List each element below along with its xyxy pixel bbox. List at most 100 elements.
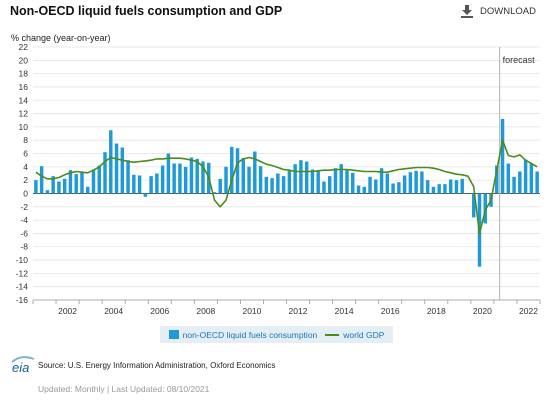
bar [368, 176, 372, 194]
legend: non-OECD liquid fuels consumption world … [160, 326, 393, 343]
svg-text:eia: eia [12, 360, 29, 375]
bar [224, 166, 228, 194]
chart-title: Non-OECD liquid fuels consumption and GD… [10, 4, 283, 18]
y-tick-label: 2 [23, 175, 28, 185]
bar [345, 170, 349, 194]
y-tick-label: -6 [20, 228, 28, 238]
bar [270, 178, 274, 194]
download-button[interactable]: DOWNLOAD [460, 4, 536, 18]
bar [351, 172, 355, 194]
x-tick-label: 2008 [196, 306, 215, 316]
bar [299, 160, 303, 194]
y-tick-label: 0 [23, 188, 28, 198]
y-tick-label: 6 [23, 149, 28, 159]
bar [149, 176, 153, 194]
x-tick-label: 2014 [335, 306, 354, 316]
legend-item-gdp[interactable]: world GDP [325, 330, 384, 340]
bar [535, 171, 539, 194]
bar [322, 181, 326, 194]
bar [45, 190, 50, 194]
bar [448, 179, 453, 194]
bar [39, 166, 44, 194]
bar [230, 146, 234, 194]
bar [316, 171, 320, 194]
bar [166, 153, 171, 194]
bar [97, 165, 101, 194]
bar [51, 176, 55, 194]
bar [304, 161, 309, 194]
x-tick-label: 2020 [473, 306, 492, 316]
x-tick-label: 2010 [242, 306, 261, 316]
bar [253, 151, 257, 194]
x-tick-label: 2018 [427, 306, 446, 316]
bar [466, 193, 470, 194]
y-tick-label: -10 [16, 255, 29, 265]
bar [178, 163, 182, 194]
y-tick-label: -16 [16, 295, 29, 305]
bar [293, 164, 297, 194]
bar [80, 172, 84, 194]
bar [218, 178, 222, 194]
bar [189, 157, 194, 194]
bar [183, 166, 188, 194]
bar [258, 166, 263, 194]
bar [339, 164, 343, 194]
series-line-world-gdp [35, 139, 538, 235]
x-tick-label: 2012 [289, 306, 308, 316]
bar [281, 176, 286, 194]
bar [155, 173, 159, 194]
bar [57, 181, 61, 194]
legend-label-fuels: non-OECD liquid fuels consumption [182, 329, 318, 340]
y-tick-label: 22 [19, 42, 29, 52]
bar [327, 176, 332, 194]
y-tick-label: 16 [19, 82, 29, 92]
bar [235, 148, 240, 194]
bar [483, 193, 487, 224]
bar [34, 180, 38, 194]
forecast-label: forecast [503, 55, 536, 65]
bar [195, 158, 199, 194]
bar [137, 175, 142, 194]
legend-swatch-line [325, 333, 340, 336]
bar [443, 184, 447, 194]
bar [172, 163, 176, 194]
y-tick-label: 14 [19, 95, 29, 105]
bar [91, 169, 96, 194]
eia-logo: eia [11, 356, 35, 375]
y-tick-label: -8 [20, 242, 28, 252]
y-tick-label: -2 [20, 202, 28, 212]
download-icon [461, 5, 473, 18]
bar [460, 178, 464, 194]
y-tick-label: 18 [19, 69, 29, 79]
bar [512, 176, 516, 194]
bar [402, 175, 407, 194]
bar [414, 170, 418, 194]
bar [437, 184, 441, 194]
y-tick-label: 8 [23, 135, 28, 145]
bar [529, 163, 534, 194]
y-tick-label: -12 [16, 268, 29, 278]
bar [62, 178, 67, 194]
bar [109, 130, 113, 194]
bar [518, 171, 522, 194]
x-tick-label: 2016 [381, 306, 400, 316]
bar [114, 143, 119, 194]
bar [374, 179, 378, 194]
bar [500, 118, 505, 194]
y-tick-label: 12 [19, 109, 29, 119]
bar [506, 163, 511, 194]
y-tick-label: 4 [23, 162, 28, 172]
bar [408, 172, 413, 194]
bar [86, 186, 90, 194]
y-tick-label: -14 [16, 282, 29, 292]
bar [68, 170, 73, 194]
bar [74, 174, 78, 194]
legend-item-fuels[interactable]: non-OECD liquid fuels consumption [168, 329, 318, 340]
download-label: DOWNLOAD [480, 5, 536, 17]
legend-label-gdp: world GDP [343, 329, 385, 340]
bar [454, 180, 459, 194]
bar [276, 173, 280, 194]
source-note: Source: U.S. Energy Information Administ… [38, 361, 276, 370]
x-tick-label: 2006 [150, 306, 169, 316]
bar [362, 186, 367, 194]
